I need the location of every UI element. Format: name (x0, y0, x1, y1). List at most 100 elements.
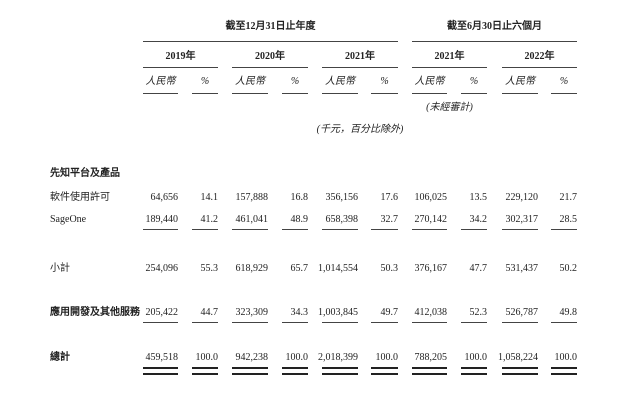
cell-value: 1,003,845 (318, 307, 358, 318)
column-rule (143, 93, 178, 94)
subtotal-rule (282, 322, 308, 323)
currency-header: 人民幣 (414, 76, 445, 87)
cell-value: 270,142 (414, 214, 448, 225)
cell-value: 41.2 (200, 214, 219, 225)
subtotal-rule (322, 229, 358, 230)
units-note: (千元，百分比除外) (316, 124, 404, 135)
column-rule (551, 93, 577, 94)
cell-value: 461,041 (235, 214, 269, 225)
double-underline (282, 367, 308, 375)
cell-value: 1,014,554 (318, 263, 358, 274)
subtotal-rule (551, 229, 577, 230)
column-rule (322, 93, 358, 94)
subtotal-rule (502, 229, 538, 230)
cell-value: 34.3 (290, 307, 309, 318)
cell-value: 100.0 (554, 352, 578, 363)
cell-value: 100.0 (464, 352, 488, 363)
double-underline (143, 367, 178, 375)
cell-value: 65.7 (290, 263, 309, 274)
cell-value: 49.8 (559, 307, 578, 318)
subtotal-rule (371, 322, 398, 323)
double-underline (371, 367, 398, 375)
year-rule (502, 67, 577, 68)
year-header: 2021年 (434, 51, 465, 62)
cell-value: 618,929 (235, 263, 269, 274)
cell-value: 323,309 (235, 307, 269, 318)
subtotal-rule (192, 322, 218, 323)
cell-value: 55.3 (200, 263, 219, 274)
row-label: 小計 (50, 263, 70, 274)
cell-value: 229,120 (505, 192, 539, 203)
subtotal-rule (232, 229, 268, 230)
year-header: 2021年 (345, 51, 375, 62)
year-header: 2020年 (255, 51, 285, 62)
cell-value: 34.2 (469, 214, 488, 225)
year-rule (412, 67, 487, 68)
cell-value: 526,787 (505, 307, 539, 318)
year-header: 2022年 (524, 51, 555, 62)
subtotal-rule (461, 229, 487, 230)
header-full-year: 截至12月31日止年度 (225, 21, 316, 32)
subtotal-rule (412, 229, 447, 230)
cell-value: 254,096 (145, 263, 179, 274)
subtotal-rule (502, 322, 538, 323)
cell-value: 2,018,399 (318, 352, 358, 363)
row-label: 應用開發及其他服務 (50, 307, 140, 318)
cell-value: 356,156 (325, 192, 359, 203)
double-underline (192, 367, 218, 375)
column-rule (502, 93, 538, 94)
cell-value: 16.8 (290, 192, 309, 203)
cell-value: 189,440 (145, 214, 179, 225)
subtotal-rule (551, 322, 577, 323)
column-rule (371, 93, 398, 94)
column-rule (412, 93, 447, 94)
cell-value: 21.7 (559, 192, 578, 203)
header-rule (412, 41, 577, 42)
cell-value: 1,058,224 (498, 352, 538, 363)
subtotal-rule (461, 322, 487, 323)
cell-value: 44.7 (200, 307, 219, 318)
cell-value: 100.0 (285, 352, 309, 363)
currency-header: 人民幣 (235, 76, 265, 87)
cell-value: 788,205 (414, 352, 448, 363)
header-six-months: 截至6月30日止六個月 (447, 21, 542, 32)
cell-value: 302,317 (505, 214, 539, 225)
year-header: 2019年 (165, 51, 196, 62)
cell-value: 100.0 (195, 352, 219, 363)
percent-header: % (469, 76, 479, 87)
cell-value: 32.7 (380, 214, 399, 225)
percent-header: % (559, 76, 569, 87)
year-rule (322, 67, 398, 68)
cell-value: 157,888 (235, 192, 269, 203)
double-underline (551, 367, 577, 375)
cell-value: 52.3 (469, 307, 488, 318)
subtotal-rule (232, 322, 268, 323)
cell-value: 376,167 (414, 263, 448, 274)
year-rule (143, 67, 218, 68)
cell-value: 50.2 (559, 263, 578, 274)
currency-header: 人民幣 (145, 76, 176, 87)
header-rule (143, 41, 398, 42)
cell-value: 100.0 (375, 352, 399, 363)
cell-value: 106,025 (414, 192, 448, 203)
cell-value: 658,398 (325, 214, 359, 225)
cell-value: 28.5 (559, 214, 578, 225)
cell-value: 13.5 (469, 192, 488, 203)
cell-value: 17.6 (380, 192, 399, 203)
subtotal-rule (143, 322, 178, 323)
cell-value: 50.3 (380, 263, 399, 274)
cell-value: 531,437 (505, 263, 539, 274)
column-rule (192, 93, 218, 94)
row-label: 總計 (50, 352, 70, 363)
cell-value: 14.1 (200, 192, 219, 203)
double-underline (232, 367, 268, 375)
subtotal-rule (412, 322, 447, 323)
subtotal-rule (282, 229, 308, 230)
cell-value: 205,422 (145, 307, 179, 318)
cell-value: 64,656 (150, 192, 179, 203)
subtotal-rule (371, 229, 398, 230)
double-underline (412, 367, 447, 375)
column-rule (461, 93, 487, 94)
double-underline (502, 367, 538, 375)
